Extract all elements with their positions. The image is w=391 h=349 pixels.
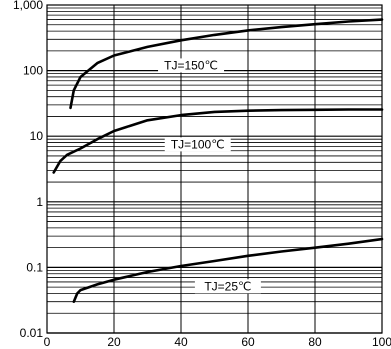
x-tick-label: 80 [308,335,322,349]
x-tick-label: 100 [372,335,391,349]
x-tick-label: 0 [44,335,51,349]
series-layer [52,18,384,303]
series-curve-1 [52,108,384,174]
y-tick-label: 0.01 [20,326,44,340]
y-tick-label: 10 [30,129,44,143]
series-annotation-1: TJ=100℃ [171,137,225,151]
y-tick-label: 1,000 [13,0,43,12]
annotation-box-0 [158,58,225,73]
y-tick-label: 1 [36,195,43,209]
series-curve-2 [72,237,384,303]
annotation-box-1 [164,137,231,152]
y-tick-label: 0.1 [26,260,43,274]
y-axis-ticks: 0.01 0.1 1 10 100 1,000 [13,0,43,340]
annotation-box-2 [194,279,261,294]
x-tick-label: 60 [241,335,255,349]
series-annotation-0: TJ=150℃ [164,58,218,72]
x-axis-ticks: 0 20 40 60 80 100 [44,335,391,349]
annotation-layer: TJ=150℃ TJ=100℃ TJ=25℃ [158,58,261,294]
x-tick-label: 40 [174,335,188,349]
series-annotation-2: TJ=25℃ [204,279,251,293]
y-tick-label: 100 [23,64,43,78]
series-curve-0 [69,18,384,110]
plot-frame [46,4,383,334]
x-tick-label: 20 [107,335,121,349]
